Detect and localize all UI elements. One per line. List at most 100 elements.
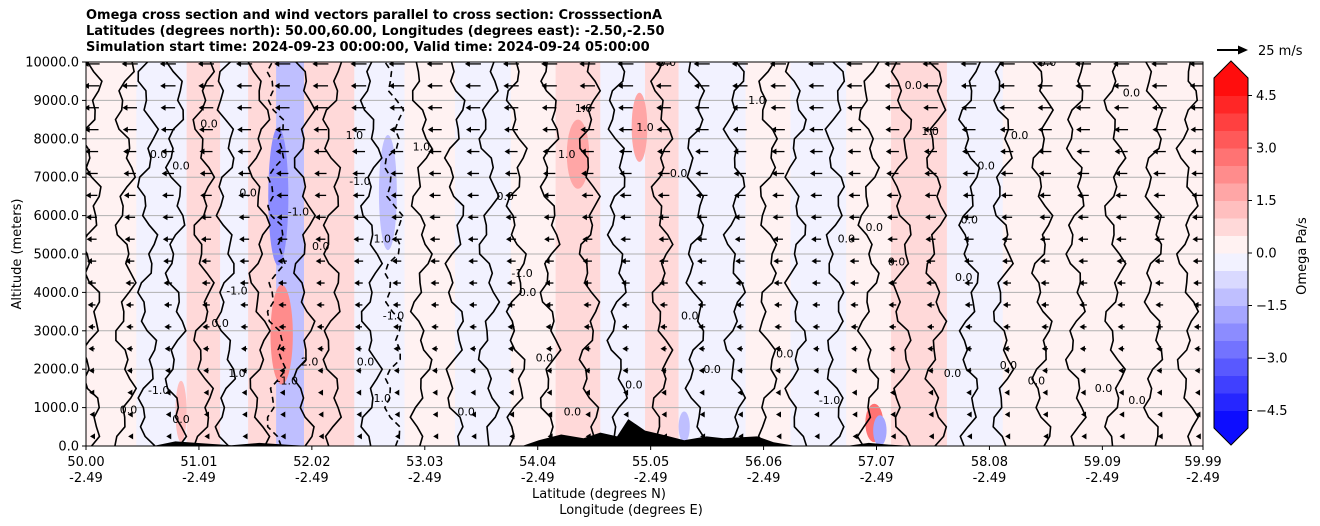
wind-vector-head [698,345,704,352]
wind-vector-head [162,236,168,243]
wind-vector-head [86,170,91,177]
colorbar-segment [1214,130,1248,149]
contour-line-16 [539,62,562,446]
wind-vector-head [391,214,397,221]
wind-vector-head [926,280,932,287]
wind-vector-head [619,170,625,177]
wind-vector-head [238,214,244,221]
wind-vector-head [999,126,1005,133]
axes: 0.0 1000.0 2000.0 3000.0 4000.0 5000.0 6000.0 7… [25,56,1221,487]
wind-vector-head [656,104,662,111]
wind-vector-head [813,367,819,374]
contour-label: 0.0 [1000,359,1018,372]
contour-label: 1.0 [636,121,654,134]
wind-vector-head [1002,280,1008,287]
wind-vector-head [658,236,664,243]
wind-vector-head [618,148,624,155]
wind-vector-head [1042,367,1048,374]
wind-vector-head [770,104,776,111]
contour-label: 0.0 [211,317,229,330]
wind-vector-head [395,433,401,440]
wind-vector-head [318,433,324,440]
wind-vector-head [1118,389,1124,396]
wind-vector-head [1195,433,1201,440]
wind-vector-head [661,411,667,418]
contour-label: 0.0 [659,56,677,69]
wind-vector-head [432,389,438,396]
wind-vector-head [393,323,399,330]
wind-vector-head [428,170,434,177]
wind-vector-head [1000,192,1006,199]
x-axis-label-2: Longitude (degrees E) [559,503,703,518]
wind-vector-head [318,411,324,418]
wind-vector-head [887,258,893,265]
omega-cell-1 [270,284,293,385]
wind-vector-head [1116,280,1122,287]
wind-vector-head [165,411,171,418]
wind-vector-head [126,323,132,330]
wind-vector-head [732,82,738,89]
wind-vector-head [925,214,931,221]
wind-vector-head [769,62,775,67]
quiver-key: 25 m/s [1217,44,1303,59]
wind-vector-head [660,323,666,330]
x-tick-label-lon: -2.49 [295,471,329,486]
wind-vector-head [927,345,933,352]
wind-vector-head [507,323,513,330]
wind-vector-head [429,214,435,221]
x-tick-label-lon: -2.49 [973,471,1007,486]
wind-vector-head [313,148,319,155]
wind-vector-head [584,389,590,396]
wind-vector-head [808,104,814,111]
wind-vector-head [123,148,129,155]
contour-label: 0.0 [1128,394,1146,407]
wind-vector-head [355,345,361,352]
wind-vector-head [923,126,929,133]
wind-vector-head [1189,82,1195,89]
wind-vector-head [1155,323,1161,330]
wind-vector-head [547,411,553,418]
x-tick-label-lon: -2.49 [408,471,442,486]
wind-vector-head [236,62,242,67]
wind-vector-head [314,170,320,177]
wind-vector-head [317,345,323,352]
wind-vector-head [960,82,966,89]
wind-vector-head [201,258,207,265]
wind-vector-head [354,301,360,308]
wind-vector-head [999,104,1005,111]
wind-vector-head [886,214,892,221]
wind-vector-head [239,236,245,243]
wind-vector-head [1194,367,1200,374]
wind-vector-head [122,104,128,111]
wind-vector-head [579,82,585,89]
wind-vector-head [505,214,511,221]
contour-label: 0.0 [172,160,190,173]
wind-vector-head [847,148,853,155]
wind-vector-head [199,126,205,133]
omega-cell-8 [678,411,690,443]
wind-vector-head [392,280,398,287]
wind-vector-head [544,258,550,265]
wind-vector-head [86,236,92,243]
colorbar-segment [1214,288,1248,306]
wind-vector-head [735,301,741,308]
wind-vector-head [696,214,702,221]
wind-vector-head [125,301,131,308]
wind-vector-head [237,148,243,155]
wind-vector-head [1115,214,1121,221]
wind-vector-head [1193,301,1199,308]
wind-vector-head [125,280,131,287]
wind-vector-head [961,104,967,111]
wind-vector-head [698,367,704,374]
wind-vector-head [202,345,208,352]
wind-vector-head [430,280,436,287]
y-tick-label: 9000.0 [34,94,80,109]
wind-vector-head [580,148,586,155]
wind-vector-head [771,126,777,133]
wind-vector-head [426,62,432,67]
wind-vector-head [811,258,817,265]
wind-vector-head [507,345,513,352]
wind-vector-head [734,214,740,221]
wind-vector-head [506,236,512,243]
wind-vector-head [852,411,858,418]
